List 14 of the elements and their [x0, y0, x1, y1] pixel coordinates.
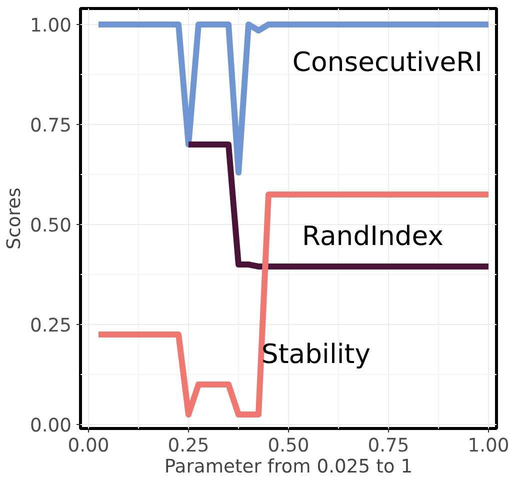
- x-tick-label: 0.50: [268, 436, 310, 456]
- x-tick-label: 1.00: [468, 436, 510, 456]
- y-tick-label: 1.00: [30, 16, 72, 36]
- y-tick-label: 0.50: [30, 216, 72, 236]
- y-axis-title: Scores: [4, 188, 25, 250]
- y-tick-label: 0.00: [30, 416, 72, 436]
- x-tick-label: 0.00: [68, 436, 110, 456]
- x-tick-label: 0.25: [168, 436, 210, 456]
- x-tick-label: 0.75: [368, 436, 410, 456]
- x-axis-title: Parameter from 0.025 to 1: [164, 456, 413, 478]
- y-tick-label: 0.25: [30, 316, 72, 336]
- y-tick-label: 0.75: [30, 116, 72, 136]
- series-label: ConsecutiveRI: [292, 47, 483, 78]
- series-label: RandIndex: [302, 221, 444, 252]
